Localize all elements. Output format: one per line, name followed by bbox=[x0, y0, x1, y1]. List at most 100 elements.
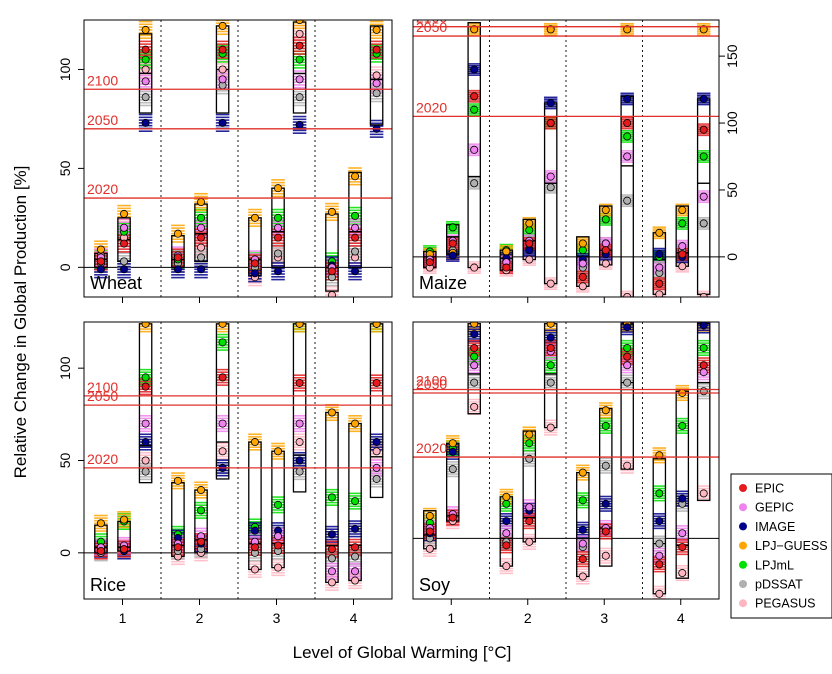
x-tick-label: 3 bbox=[273, 610, 281, 626]
model-point-pegasus bbox=[678, 569, 687, 578]
model-point-gepic bbox=[601, 239, 610, 248]
model-point-epic bbox=[699, 361, 708, 370]
model-point-epic bbox=[699, 125, 708, 134]
model-point-lpjml bbox=[601, 215, 610, 224]
legend-swatch bbox=[739, 503, 747, 512]
x-tick-label: 3 bbox=[600, 610, 608, 626]
model-point-pegasus bbox=[601, 551, 610, 560]
box-2-early bbox=[499, 488, 514, 575]
model-point-epic bbox=[327, 545, 336, 554]
box-3-early bbox=[576, 236, 590, 293]
model-point-pdssat bbox=[470, 378, 479, 387]
model-point-pegasus bbox=[525, 537, 534, 546]
model-point-lpjguess bbox=[578, 468, 587, 477]
model-point-lpjml bbox=[351, 211, 360, 220]
model-point-lpjguess bbox=[448, 439, 457, 448]
model-point-lpjml bbox=[699, 343, 708, 352]
legend-entry: LPJmL bbox=[739, 558, 794, 572]
model-point-epic bbox=[197, 537, 206, 546]
model-point-lpjguess bbox=[250, 438, 259, 447]
model-point-image bbox=[448, 447, 457, 456]
model-point-epic bbox=[678, 543, 687, 552]
y-tick-label: 0 bbox=[724, 253, 740, 261]
model-point-lpjml bbox=[197, 213, 206, 222]
legend-entry: GEPIC bbox=[739, 501, 794, 515]
box-1-late bbox=[138, 20, 153, 132]
model-point-epic bbox=[525, 239, 534, 248]
model-point-lpjguess bbox=[546, 322, 555, 328]
model-point-lpjguess bbox=[678, 206, 687, 215]
model-point-image bbox=[655, 517, 664, 526]
panel-wheat: 2020 2050 2100 Wheat 0 50 100 bbox=[57, 19, 393, 303]
model-point-pegasus bbox=[470, 402, 479, 411]
x-axis-label: Level of Global Warming [°C] bbox=[293, 643, 512, 662]
model-point-lpjguess bbox=[578, 239, 587, 248]
model-point-image bbox=[655, 250, 664, 259]
model-point-lpjguess bbox=[372, 322, 381, 328]
box-3-early bbox=[248, 208, 262, 287]
x-tick-label: 2 bbox=[196, 610, 204, 626]
model-point-gepic bbox=[218, 75, 227, 84]
reference-label-2100: 2100 bbox=[87, 379, 118, 395]
model-point-epic bbox=[448, 239, 457, 248]
model-point-pegasus bbox=[372, 71, 381, 80]
model-point-lpjguess bbox=[327, 408, 336, 417]
model-point-pegasus bbox=[699, 489, 708, 498]
box-1-mid bbox=[117, 511, 131, 560]
box-3-early bbox=[248, 433, 262, 579]
model-point-lpjguess bbox=[502, 247, 511, 256]
model-point-pegasus bbox=[623, 461, 632, 470]
box-1-late bbox=[138, 322, 153, 484]
box-1-early bbox=[94, 240, 108, 279]
box-2-early bbox=[171, 224, 185, 279]
legend-label: GEPIC bbox=[755, 501, 794, 515]
model-point-image bbox=[578, 525, 587, 534]
model-point-lpjguess bbox=[470, 322, 479, 328]
model-point-image bbox=[448, 251, 457, 260]
model-point-image bbox=[141, 438, 150, 447]
model-point-pegasus bbox=[218, 447, 227, 456]
box-4-late bbox=[696, 322, 711, 502]
model-point-epic bbox=[578, 555, 587, 564]
model-point-pdssat bbox=[546, 378, 555, 387]
model-point-lpjml bbox=[351, 497, 360, 506]
box-rect bbox=[599, 407, 613, 567]
model-point-lpjguess bbox=[274, 184, 283, 193]
y-tick-label: 50 bbox=[57, 453, 73, 469]
model-point-pegasus bbox=[470, 263, 479, 272]
model-point-image bbox=[141, 118, 150, 127]
model-point-epic bbox=[250, 543, 259, 552]
model-point-epic bbox=[218, 45, 227, 54]
reference-label-2020: 2020 bbox=[416, 99, 447, 115]
model-point-lpjguess bbox=[655, 451, 664, 460]
model-point-lpjml bbox=[502, 499, 511, 508]
model-point-pdssat bbox=[448, 465, 457, 474]
model-point-lpjml bbox=[623, 132, 632, 141]
reference-label-2050: 2050 bbox=[416, 376, 447, 392]
model-point-pegasus bbox=[578, 282, 587, 291]
model-point-epic bbox=[173, 543, 182, 552]
model-point-pegasus bbox=[327, 578, 336, 587]
model-point-pdssat bbox=[351, 247, 360, 256]
model-point-image bbox=[120, 265, 129, 274]
box-4-early bbox=[652, 447, 667, 599]
model-point-lpjguess bbox=[250, 213, 259, 222]
model-point-pegasus bbox=[250, 565, 259, 574]
model-point-epic bbox=[623, 119, 632, 128]
model-point-epic bbox=[295, 378, 304, 387]
model-point-lpjml bbox=[470, 352, 479, 361]
model-point-lpjguess bbox=[351, 172, 360, 181]
model-point-pegasus bbox=[141, 65, 150, 74]
y-tick-label: 0 bbox=[57, 549, 73, 557]
model-point-lpjml bbox=[141, 373, 150, 382]
model-point-lpjml bbox=[623, 343, 632, 352]
model-point-epic bbox=[218, 373, 227, 382]
box-2-mid bbox=[194, 192, 208, 279]
legend-swatch bbox=[739, 522, 747, 531]
model-point-gepic bbox=[623, 152, 632, 161]
model-point-lpjguess bbox=[96, 245, 105, 254]
y-tick-label: 150 bbox=[724, 44, 740, 68]
y-tick-label: 100 bbox=[724, 111, 740, 135]
